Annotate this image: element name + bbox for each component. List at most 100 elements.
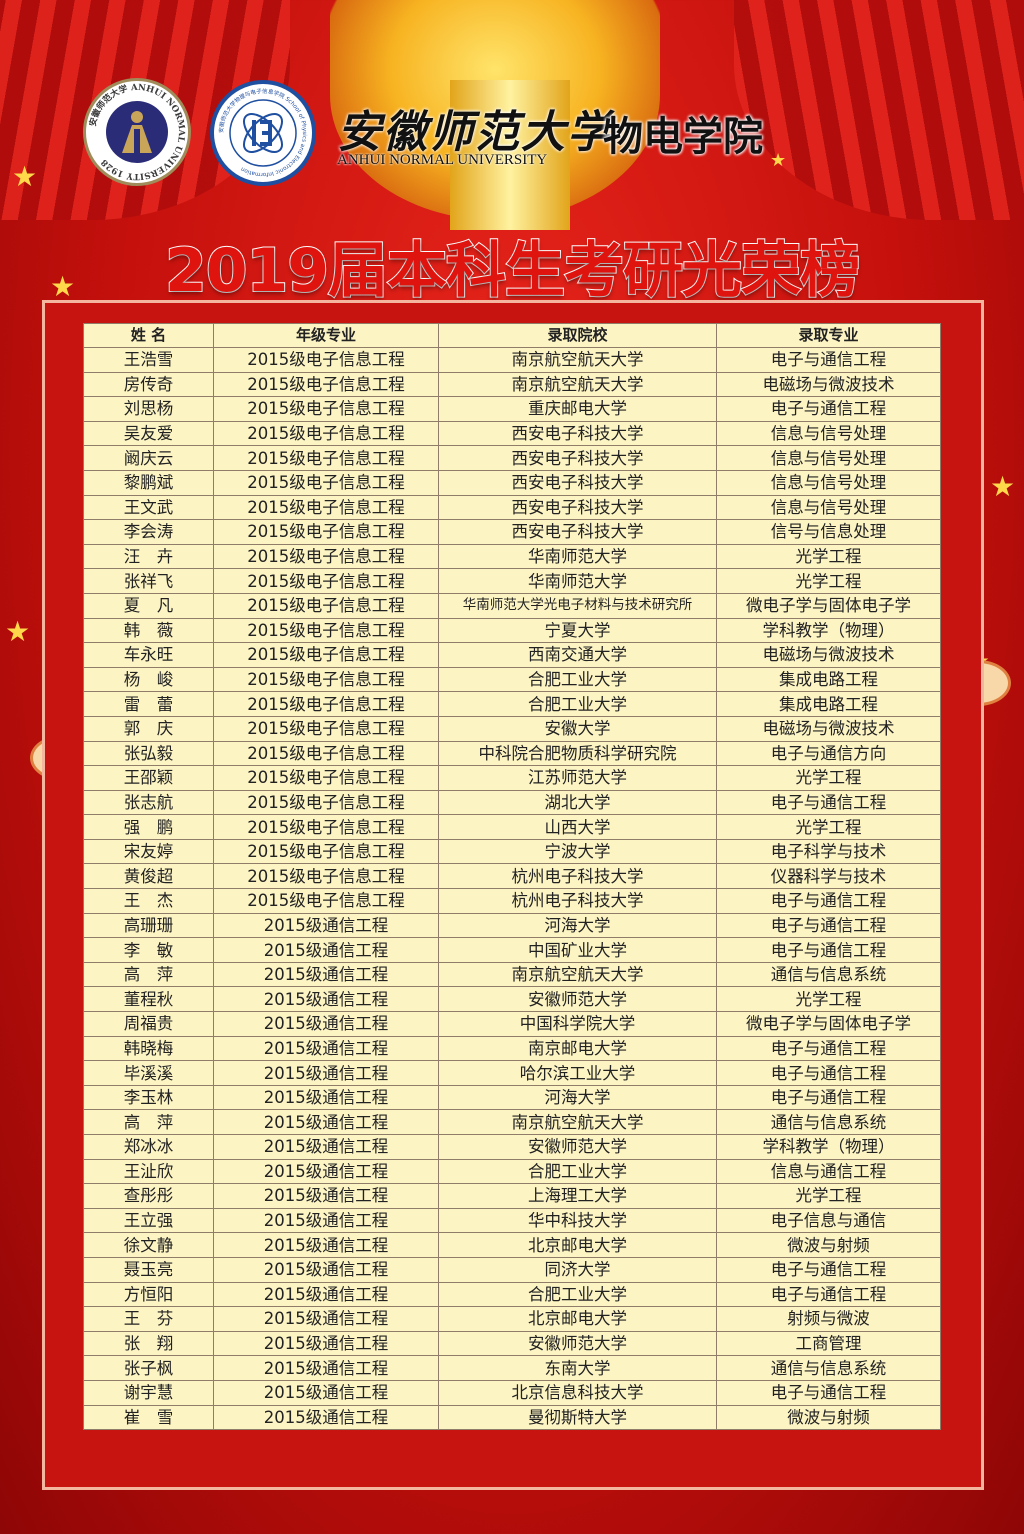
cell-grade-major: 2015级通信工程 (213, 1158, 439, 1185)
cell-grade-major: 2015级通信工程 (213, 1035, 439, 1062)
cell-admitted-major: 微电子学与固体电子学 (716, 1011, 941, 1037)
cell-admitted-major: 电子与通信工程 (716, 1060, 941, 1086)
table-row: 张弘毅 2015级电子信息工程 中科院合肥物质科学研究院 电子与通信方向 (83, 740, 941, 767)
table-row: 黎鹏斌 2015级电子信息工程 西安电子科技大学 信息与信号处理 (83, 469, 941, 496)
university-name-cn: 安徽师范大学 (337, 107, 613, 158)
table-row: 刘思杨 2015级电子信息工程 重庆邮电大学 电子与通信工程 (83, 396, 941, 422)
cell-admitted-major: 电磁场与微波技术 (716, 715, 941, 742)
cell-grade-major: 2015级通信工程 (213, 1134, 439, 1160)
cell-admitted-major: 电子与通信工程 (716, 789, 941, 816)
cell-admitted-major: 电子与通信工程 (716, 1256, 941, 1283)
cell-admitted-major: 学科教学（物理） (716, 617, 941, 644)
cell-school: 湖北大学 (438, 789, 717, 816)
cell-school: 江苏师范大学 (438, 765, 717, 791)
cell-school: 合肥工业大学 (438, 1158, 717, 1185)
cell-school: 同济大学 (438, 1256, 717, 1283)
cell-school: 西安电子科技大学 (438, 420, 717, 447)
cell-admitted-major: 集成电路工程 (716, 666, 941, 693)
cell-name: 查彤彤 (83, 1183, 214, 1209)
cell-name: 强 鹏 (83, 814, 214, 840)
cell-name: 夏 凡 (83, 592, 214, 619)
star-icon: ★ (12, 160, 38, 193)
cell-grade-major: 2015级通信工程 (213, 1306, 439, 1332)
table-row: 吴友爱 2015级电子信息工程 西安电子科技大学 信息与信号处理 (83, 420, 941, 447)
cell-grade-major: 2015级电子信息工程 (213, 519, 439, 545)
cell-grade-major: 2015级电子信息工程 (213, 371, 439, 398)
cell-admitted-major: 通信与信息系统 (716, 1355, 941, 1381)
table-row: 强 鹏 2015级电子信息工程 山西大学 光学工程 (83, 814, 941, 840)
cell-name: 王浩雪 (83, 347, 214, 373)
table-row: 崔 雪 2015级通信工程 曼彻斯特大学 微波与射频 (83, 1404, 941, 1431)
header-grade-major: 年级专业 (213, 323, 439, 348)
cell-admitted-major: 电子与通信工程 (716, 1379, 941, 1406)
cell-school: 西安电子科技大学 (438, 469, 717, 496)
table-row: 高 萍 2015级通信工程 南京航空航天大学 通信与信息系统 (83, 961, 941, 988)
table-row: 黄俊超 2015级电子信息工程 杭州电子科技大学 仪器科学与技术 (83, 863, 941, 890)
cell-grade-major: 2015级电子信息工程 (213, 592, 439, 619)
cell-grade-major: 2015级通信工程 (213, 1183, 439, 1209)
cell-grade-major: 2015级通信工程 (213, 961, 439, 988)
cell-school: 北京邮电大学 (438, 1232, 717, 1258)
table-row: 王 芬 2015级通信工程 北京邮电大学 射频与微波 (83, 1306, 941, 1332)
cell-school: 东南大学 (438, 1355, 717, 1381)
cell-name: 杨 峻 (83, 666, 214, 693)
cell-school: 哈尔滨工业大学 (438, 1060, 717, 1086)
cell-school: 安徽师范大学 (438, 1134, 717, 1160)
table-row: 李会涛 2015级电子信息工程 西安电子科技大学 信号与信息处理 (83, 519, 941, 545)
cell-school: 西安电子科技大学 (438, 494, 717, 521)
cell-admitted-major: 信息与信号处理 (716, 420, 941, 447)
cell-school: 南京航空航天大学 (438, 1109, 717, 1135)
cell-name: 张志航 (83, 789, 214, 816)
cell-grade-major: 2015级电子信息工程 (213, 445, 439, 471)
table-row: 郑冰冰 2015级通信工程 安徽师范大学 学科教学（物理） (83, 1134, 941, 1160)
cell-grade-major: 2015级电子信息工程 (213, 838, 439, 865)
star-icon: ★ (50, 270, 76, 303)
cell-name: 郑冰冰 (83, 1134, 214, 1160)
cell-grade-major: 2015级电子信息工程 (213, 740, 439, 767)
cell-admitted-major: 信息与通信工程 (716, 1158, 941, 1185)
cell-name: 张 翔 (83, 1330, 214, 1357)
cell-school: 南京航空航天大学 (438, 347, 717, 373)
cell-name: 李玉林 (83, 1084, 214, 1111)
table-row: 张 翔 2015级通信工程 安徽师范大学 工商管理 (83, 1330, 941, 1357)
cell-school: 华南师范大学 (438, 543, 717, 570)
table-row: 聂玉亮 2015级通信工程 同济大学 电子与通信工程 (83, 1256, 941, 1283)
cell-admitted-major: 射频与微波 (716, 1306, 941, 1332)
cell-admitted-major: 电子与通信工程 (716, 912, 941, 939)
cell-school: 西安电子科技大学 (438, 519, 717, 545)
table-row: 韩晓梅 2015级通信工程 南京邮电大学 电子与通信工程 (83, 1035, 941, 1062)
cell-admitted-major: 仪器科学与技术 (716, 863, 941, 890)
cell-grade-major: 2015级电子信息工程 (213, 691, 439, 717)
cell-name: 黎鹏斌 (83, 469, 214, 496)
table-row: 雷 蕾 2015级电子信息工程 合肥工业大学 集成电路工程 (83, 691, 941, 717)
cell-grade-major: 2015级通信工程 (213, 1084, 439, 1111)
cell-school: 北京信息科技大学 (438, 1379, 717, 1406)
cell-admitted-major: 信息与信号处理 (716, 469, 941, 496)
cell-name: 方恒阳 (83, 1281, 214, 1308)
cell-name: 张子枫 (83, 1355, 214, 1381)
cell-school: 山西大学 (438, 814, 717, 840)
cell-name: 张弘毅 (83, 740, 214, 767)
cell-grade-major: 2015级通信工程 (213, 1281, 439, 1308)
cell-admitted-major: 电子与通信工程 (716, 937, 941, 963)
star-icon: ★ (770, 150, 787, 171)
cell-grade-major: 2015级通信工程 (213, 1232, 439, 1258)
table-row: 张子枫 2015级通信工程 东南大学 通信与信息系统 (83, 1355, 941, 1381)
cell-grade-major: 2015级电子信息工程 (213, 863, 439, 890)
cell-school: 南京邮电大学 (438, 1035, 717, 1062)
university-name-en: ANHUI NORMAL UNIVERSITY (337, 152, 548, 168)
cell-admitted-major: 电磁场与微波技术 (716, 371, 941, 398)
college-logo-emblem: 安徽师范大学物理与电子信息学院 School of Physics and El… (217, 87, 307, 177)
university-logo: 安徽师范大学 ANHUI NORMAL UNIVERSITY 1928 (83, 78, 191, 186)
cell-name: 房传奇 (83, 371, 214, 398)
table-row: 方恒阳 2015级通信工程 合肥工业大学 电子与通信工程 (83, 1281, 941, 1308)
cell-name: 刘思杨 (83, 396, 214, 422)
table-row: 张祥飞 2015级电子信息工程 华南师范大学 光学工程 (83, 568, 941, 594)
cell-admitted-major: 集成电路工程 (716, 691, 941, 717)
table-row: 王 杰 2015级电子信息工程 杭州电子科技大学 电子与通信工程 (83, 888, 941, 914)
cell-name: 谢宇慧 (83, 1379, 214, 1406)
cell-admitted-major: 学科教学（物理） (716, 1134, 941, 1160)
cell-name: 吴友爱 (83, 420, 214, 447)
cell-grade-major: 2015级电子信息工程 (213, 617, 439, 644)
cell-admitted-major: 电子与通信工程 (716, 1281, 941, 1308)
